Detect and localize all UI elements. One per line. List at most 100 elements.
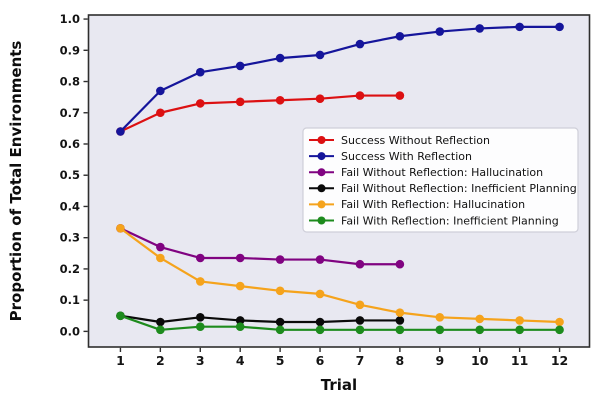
data-point [395, 259, 405, 269]
x-tick-label: 1 [116, 353, 125, 368]
data-point [156, 86, 165, 96]
data-point [235, 281, 245, 291]
data-point [235, 253, 245, 263]
data-point [395, 325, 405, 335]
data-point [275, 317, 285, 327]
legend-label: Fail With Reflection: Hallucination [341, 198, 525, 211]
data-point [235, 61, 245, 71]
data-point [195, 322, 205, 331]
data-point [395, 91, 405, 100]
x-tick-label: 2 [156, 353, 165, 368]
data-point [475, 325, 485, 335]
data-point [515, 325, 524, 335]
y-tick-label: 0.5 [60, 168, 80, 182]
data-point [435, 313, 445, 322]
data-point [355, 325, 365, 335]
data-point [195, 253, 205, 263]
series-line [119, 314, 401, 324]
data-point [116, 311, 125, 321]
y-tick-label: 0.4 [60, 199, 80, 213]
y-tick-label: 0.2 [60, 262, 80, 276]
legend-marker-icon [317, 184, 326, 193]
series-line [119, 227, 401, 266]
data-point [395, 308, 405, 317]
x-tick-label: 10 [471, 353, 489, 368]
data-point [195, 67, 205, 77]
legend-label: Success Without Reflection [341, 134, 490, 147]
legend-marker-icon [317, 136, 326, 144]
data-point [435, 27, 445, 36]
legend-marker-icon [317, 216, 326, 225]
series-1 [116, 22, 564, 136]
data-point [355, 91, 365, 100]
y-tick-label: 0.3 [60, 231, 80, 245]
data-point [315, 325, 325, 335]
data-point [395, 31, 405, 41]
x-axis: 1 2 3 4 5 6 7 8 9 10 11 12 [116, 347, 568, 368]
data-point [315, 317, 325, 327]
legend-label: Fail Without Reflection: Inefficient Pla… [341, 182, 577, 195]
y-tick-label: 0.0 [60, 324, 80, 338]
data-point [156, 108, 165, 118]
y-tick-label: 0.1 [60, 293, 80, 307]
data-point [275, 286, 285, 296]
data-point [235, 316, 245, 325]
legend-item: Success With Reflection [309, 150, 472, 163]
data-point [235, 97, 245, 107]
data-point [195, 277, 205, 286]
legend-item: Fail With Reflection: Inefficient Planni… [309, 214, 559, 227]
data-point [275, 325, 285, 335]
y-tick-label: 0.9 [60, 43, 80, 57]
legend-item: Success Without Reflection [309, 134, 490, 147]
data-point [275, 53, 285, 63]
data-point [195, 313, 205, 322]
x-tick-label: 8 [396, 353, 405, 368]
legend-marker-icon [317, 200, 326, 209]
series-3 [116, 311, 405, 327]
legend-item: Fail Without Reflection: Inefficient Pla… [309, 182, 577, 195]
data-point [355, 300, 365, 310]
data-point [275, 255, 285, 264]
data-point [355, 316, 365, 325]
x-tick-label: 6 [316, 353, 325, 368]
y-tick-label: 0.8 [60, 75, 80, 89]
y-axis: 0.0 0.1 0.2 0.3 0.4 0.5 0.6 0.7 0.8 0.9 1.0 [60, 12, 88, 338]
series-line [119, 94, 401, 133]
data-point [156, 253, 165, 263]
x-tick-label: 12 [551, 353, 568, 368]
y-tick-label: 1.0 [60, 12, 80, 26]
data-point [475, 314, 485, 324]
data-point [435, 325, 445, 335]
x-tick-label: 7 [356, 353, 365, 368]
series-line [119, 314, 561, 331]
data-point [315, 50, 325, 60]
data-point [475, 24, 485, 33]
series-5 [116, 311, 564, 335]
data-point [515, 316, 524, 325]
data-point [395, 316, 405, 325]
x-tick-label: 9 [435, 353, 444, 368]
data-point [355, 39, 365, 49]
legend-label: Fail Without Reflection: Hallucination [341, 166, 543, 179]
data-point [555, 22, 564, 32]
data-point [156, 242, 165, 252]
x-tick-label: 3 [196, 353, 205, 368]
data-point [275, 95, 285, 105]
data-point [195, 99, 205, 108]
y-tick-label: 0.6 [60, 137, 80, 151]
data-point [515, 22, 524, 32]
y-tick-label: 0.7 [60, 106, 80, 120]
data-point [315, 255, 325, 264]
series-line [119, 25, 561, 133]
legend-item: Fail Without Reflection: Hallucination [309, 166, 543, 179]
legend-item: Fail With Reflection: Hallucination [309, 198, 525, 211]
legend: Success Without Reflection Success With R… [302, 127, 579, 233]
legend-marker-icon [317, 168, 326, 177]
x-tick-label: 11 [511, 353, 528, 368]
data-point [156, 325, 165, 335]
series-line [119, 227, 561, 324]
legend-box [302, 127, 579, 233]
legend-marker-icon [317, 152, 326, 161]
